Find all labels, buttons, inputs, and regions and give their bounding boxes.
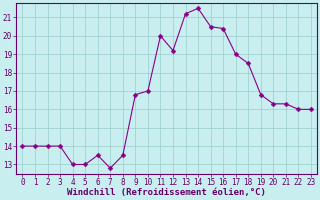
X-axis label: Windchill (Refroidissement éolien,°C): Windchill (Refroidissement éolien,°C): [67, 188, 266, 197]
